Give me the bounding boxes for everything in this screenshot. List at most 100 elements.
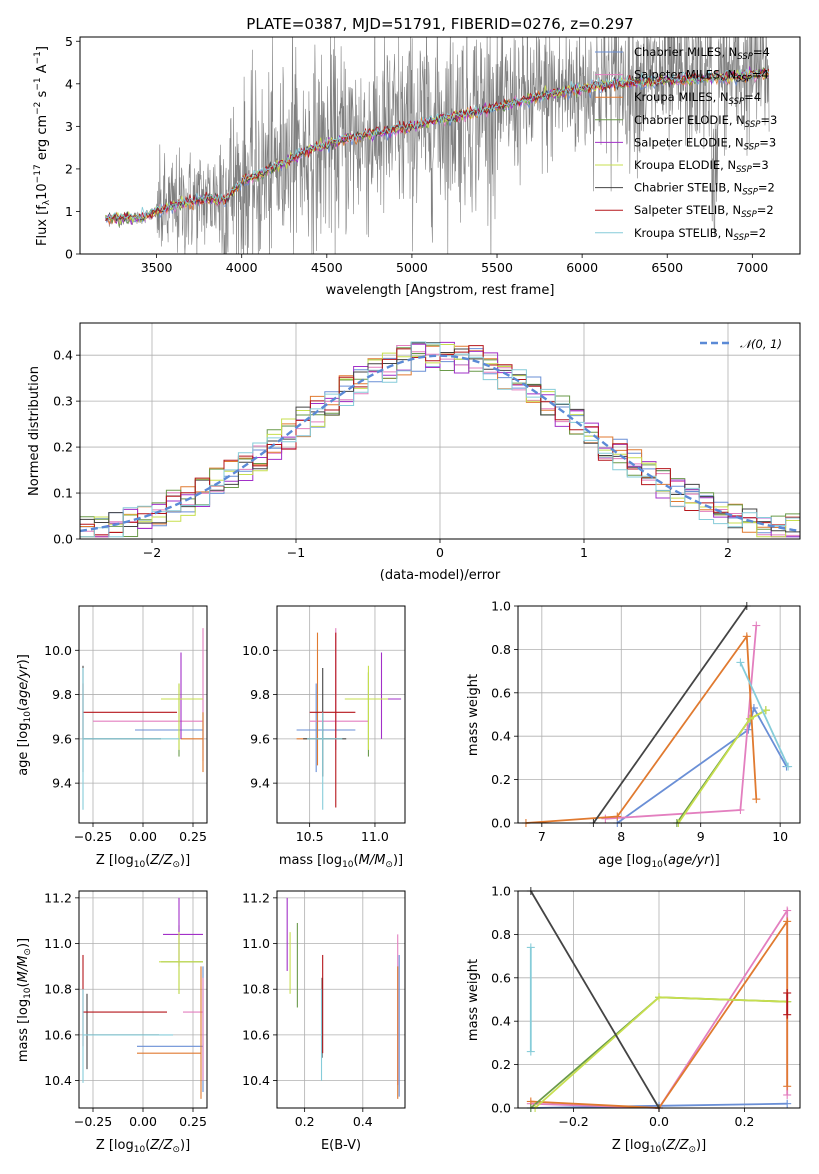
legend-entry: Kroupa MILES, NSSP=4 [634, 90, 761, 107]
x-tick-label: 1 [580, 545, 588, 560]
mZ-ylabel: mass [log10(M/M⊙)] [16, 938, 33, 1062]
y-tick-label: 0.4 [491, 729, 511, 744]
residual-histograms [80, 341, 800, 538]
errorbar-point [82, 668, 179, 810]
x-tick-label: 0.00 [129, 829, 157, 844]
spectrum-xlabel: wavelength [Angstrom, rest frame] [326, 283, 555, 298]
errorbars [286, 897, 400, 1099]
y-tick-label: 3 [65, 119, 73, 134]
y-tick-label: 11.0 [242, 936, 270, 951]
mEBV-xlabel: E(B-V) [321, 1138, 361, 1153]
residuals-xlabel: (data-model)/error [380, 568, 501, 583]
figure-title: PLATE=0387, MJD=51791, FIBERID=0276, z=0… [246, 15, 633, 33]
x-tick-label: 0 [436, 545, 444, 560]
observed-spectrum-line [105, 37, 770, 254]
y-tick-label: 9.8 [52, 687, 72, 702]
errorbar-point [309, 632, 356, 808]
mass-vs-metallicity-panel: −0.25 0.00 0.25 10.4 10.6 10.8 11.0 11.2 Z [log… [16, 890, 208, 1155]
y-tick-label: 0 [65, 247, 73, 262]
ageZ-ylabel: age [log10(age/yr)] [16, 654, 33, 776]
x-tick-label: 0.00 [129, 1114, 157, 1129]
x-tick-label: −0.2 [558, 1114, 588, 1129]
y-tick-label: 2 [65, 161, 73, 176]
histogram-salpeter-stelib [80, 345, 800, 536]
age-vs-metallicity-panel: −0.25 0.00 0.25 9.4 9.6 9.8 10.0 Z [log10(Z/Z⊙… [16, 605, 208, 870]
spectrum-legend: Chabrier MILES, NSSP=4 Salpeter MILES, NS… [595, 45, 777, 243]
x-tick-label: 6500 [651, 260, 683, 275]
residuals-legend: 𝒩(0, 1) [700, 337, 782, 351]
spectrum-ylabel: Flux [fλ10−17 erg cm−2 s−1 A−1] [33, 46, 52, 246]
errorbar-point [137, 966, 202, 1099]
weight-vs-metallicity-panel: −0.2 0.0 0.2 0.0 0.2 0.4 0.6 0.8 1.0 Z [log10(Z/… [466, 884, 801, 1155]
legend-entry: Chabrier STELIB, NSSP=2 [634, 181, 775, 198]
y-tick-label: 9.4 [250, 776, 270, 791]
y-tick-label: 10.0 [44, 643, 72, 658]
wZ-ylabel: mass weight [466, 959, 481, 1041]
x-tick-label: 3500 [141, 260, 173, 275]
histogram-kroupa-stelib [80, 341, 800, 538]
y-tick-label: 0.8 [491, 927, 511, 942]
model-line-kroupa-stelib [105, 68, 770, 221]
errorbar-point [159, 932, 203, 994]
y-tick-label: 0.2 [491, 1057, 511, 1072]
y-tick-label: 9.6 [250, 731, 270, 746]
x-tick-label: 5500 [481, 260, 513, 275]
legend-entry: Salpeter ELODIE, NSSP=3 [634, 135, 776, 152]
mZ-xlabel: Z [log10(Z/Z⊙)] [96, 1138, 190, 1155]
wAge-ylabel: mass weight [466, 674, 481, 756]
wZ-xlabel: Z [log10(Z/Z⊙)] [612, 1138, 706, 1155]
legend-entry: Chabrier ELODIE, NSSP=3 [634, 113, 777, 130]
x-tick-label: −0.25 [74, 1114, 112, 1129]
errorbar-point [82, 989, 173, 1083]
legend-entry: Salpeter MILES, NSSP=4 [634, 68, 769, 85]
y-tick-label: 0.1 [53, 486, 73, 501]
y-tick-label: 10.8 [242, 982, 270, 997]
x-tick-label: 0.25 [179, 829, 207, 844]
x-tick-label: 0.4 [353, 1114, 373, 1129]
x-tick-label: 7 [538, 829, 546, 844]
y-tick-label: 1 [65, 204, 73, 219]
x-tick-label: −2 [143, 545, 161, 560]
spectrum-lines [105, 37, 770, 254]
x-tick-label: 2 [724, 545, 732, 560]
y-tick-label: 0.4 [53, 348, 73, 363]
legend-entry: 𝒩(0, 1) [740, 337, 782, 351]
ageZ-xlabel: Z [log10(Z/Z⊙)] [96, 853, 190, 870]
wAge-xlabel: age [log10(age/yr)] [598, 853, 720, 870]
ageM-xlabel: mass [log10(M/M⊙)] [279, 853, 403, 870]
x-tick-label: 5000 [396, 260, 428, 275]
errorbar-point [344, 665, 389, 750]
legend-entry: Chabrier MILES, NSSP=4 [634, 45, 770, 62]
spectrum-panel: 3500 4000 4500 5000 5500 6000 6500 7000 0 1 2 3 4 5 w… [33, 34, 801, 298]
y-tick-label: 10.4 [242, 1073, 270, 1088]
y-tick-label: 1.0 [491, 599, 511, 614]
errorbar-point [183, 977, 204, 1081]
weight-line [739, 662, 789, 767]
y-tick-label: 0.8 [491, 642, 511, 657]
x-tick-label: 6000 [566, 260, 598, 275]
errorbars [82, 628, 204, 810]
y-tick-label: 0.2 [53, 440, 73, 455]
y-tick-label: 0.3 [53, 394, 73, 409]
y-tick-label: 10.0 [242, 643, 270, 658]
errorbars [296, 628, 402, 810]
residuals-panel: −2 −1 0 1 2 0.0 0.1 0.2 0.3 0.4 (data-model)/erro… [27, 322, 801, 583]
x-tick-label: 4000 [226, 260, 258, 275]
y-tick-label: 0.0 [53, 532, 73, 547]
x-tick-label: 0.2 [295, 1114, 315, 1129]
y-tick-label: 4 [65, 76, 73, 91]
errorbar-point [307, 712, 343, 810]
errorbar-point [181, 712, 204, 773]
legend-entry: Salpeter STELIB, NSSP=2 [634, 203, 774, 220]
y-tick-label: 11.0 [44, 936, 72, 951]
x-tick-label: 0.2 [735, 1114, 755, 1129]
x-tick-label: 4500 [311, 260, 343, 275]
y-tick-label: 0.0 [491, 1101, 511, 1116]
x-tick-label: 10.5 [296, 829, 324, 844]
y-tick-label: 5 [65, 34, 73, 49]
legend-entry: Kroupa STELIB, NSSP=2 [634, 226, 766, 243]
y-tick-label: 0.2 [491, 772, 511, 787]
y-tick-label: 11.2 [242, 890, 270, 905]
weight-series [526, 887, 792, 1112]
